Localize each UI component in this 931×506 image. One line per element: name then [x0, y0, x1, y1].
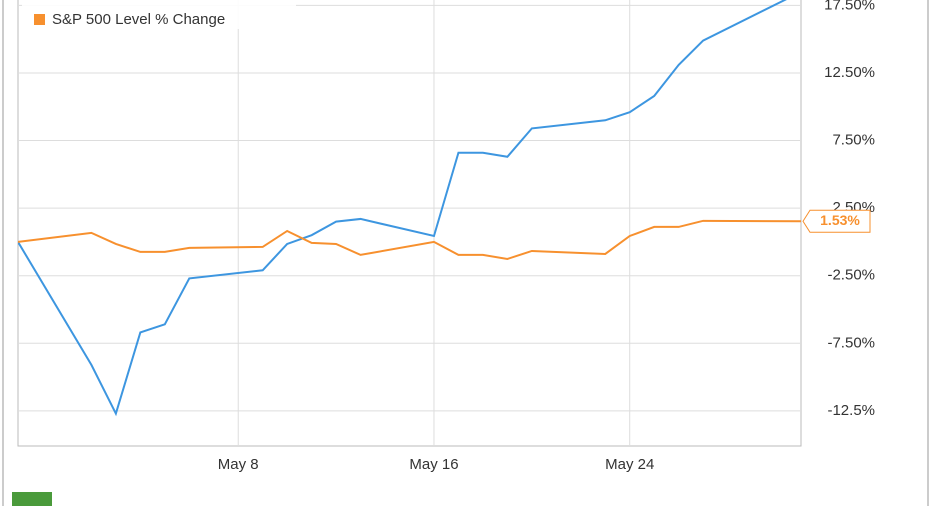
y-tick-label: 12.50% — [824, 64, 875, 81]
series-line — [18, 219, 801, 260]
series-line — [18, 0, 787, 417]
y-tick-label: 17.50% — [824, 0, 875, 13]
legend-swatch — [34, 14, 45, 25]
logo — [12, 492, 52, 506]
legend-box — [22, 0, 296, 29]
plot-border — [17, 0, 802, 447]
y-tick-label: 7.50% — [832, 132, 875, 149]
y-tick-label: -12.5% — [827, 402, 875, 419]
legend-label: S&P 500 Level % Change — [52, 11, 225, 28]
x-tick-label: May 24 — [605, 456, 654, 473]
y-tick-label: -7.50% — [827, 334, 875, 351]
value-label: 1.53% — [820, 212, 860, 228]
x-tick-label: May 8 — [218, 456, 259, 473]
x-tick-label: May 16 — [409, 456, 458, 473]
value-label-box — [802, 209, 871, 233]
y-tick-label: -2.50% — [827, 267, 875, 284]
